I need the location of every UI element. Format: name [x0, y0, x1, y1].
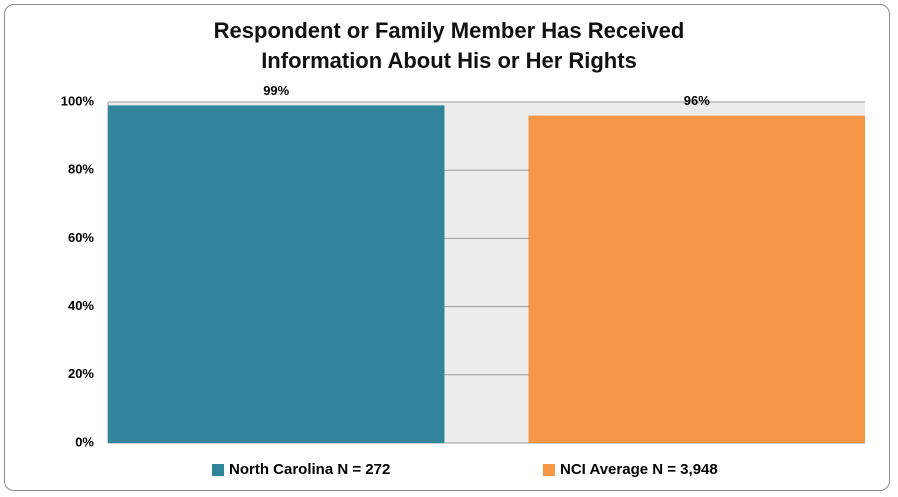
legend-swatch [543, 464, 555, 476]
bar [528, 115, 865, 443]
legend-swatch [212, 464, 224, 476]
y-tick-label: 0% [75, 434, 94, 449]
y-tick-label: 100% [61, 93, 95, 108]
y-tick-label: 20% [68, 366, 94, 381]
bar [108, 105, 445, 443]
y-tick-label: 80% [68, 162, 94, 177]
chart-title: Respondent or Family Member Has Received… [213, 18, 685, 73]
value-label: 96% [684, 93, 710, 108]
legend-label: NCI Average N = 3,948 [560, 461, 718, 478]
legend-label: North Carolina N = 272 [229, 461, 390, 478]
value-label: 99% [263, 83, 289, 98]
chart-frame [4, 4, 890, 491]
y-tick-label: 60% [68, 230, 94, 245]
y-tick-label: 40% [68, 298, 94, 313]
